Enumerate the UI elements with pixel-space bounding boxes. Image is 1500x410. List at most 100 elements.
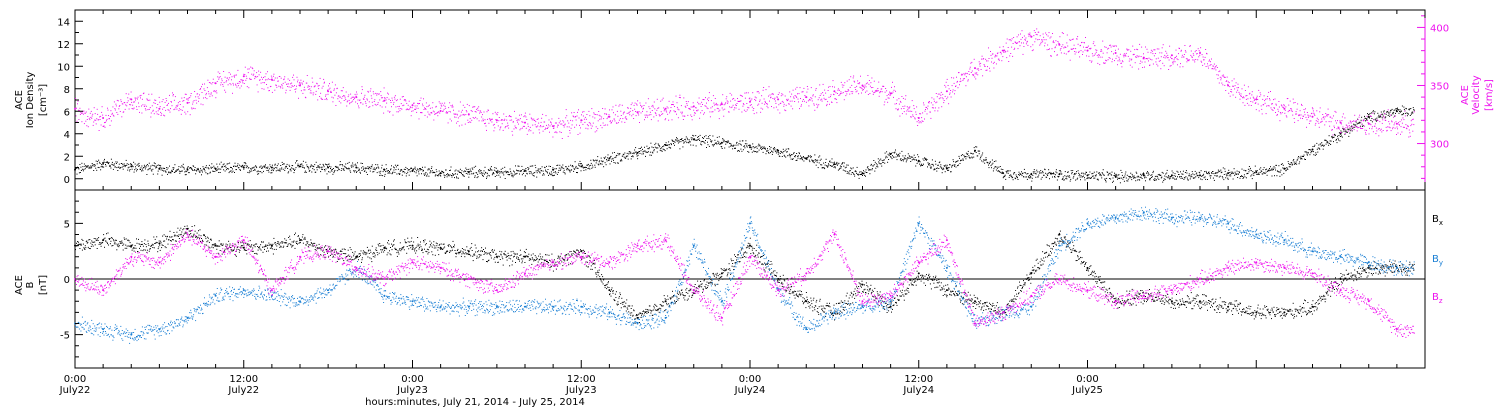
velocity-sample bbox=[106, 118, 108, 120]
velocity-sample bbox=[1133, 53, 1135, 55]
density-sample bbox=[446, 174, 448, 176]
velocity-sample bbox=[440, 107, 442, 109]
density-sample bbox=[494, 176, 496, 177]
density-sample bbox=[533, 172, 535, 174]
density-sample bbox=[211, 166, 213, 168]
density-sample bbox=[131, 164, 133, 166]
velocity-sample bbox=[1031, 50, 1033, 52]
density-sample bbox=[457, 177, 459, 179]
density-sample bbox=[1117, 177, 1119, 179]
velocity-sample bbox=[96, 118, 98, 120]
velocity-sample bbox=[204, 90, 206, 91]
velocity-sample bbox=[523, 125, 525, 127]
velocity-sample bbox=[236, 86, 238, 88]
velocity-sample bbox=[306, 82, 308, 84]
density-sample bbox=[357, 162, 358, 164]
velocity-sample bbox=[774, 97, 776, 99]
velocity-sample bbox=[211, 83, 213, 85]
density-sample bbox=[171, 169, 173, 171]
density-sample bbox=[158, 168, 160, 170]
density-sample bbox=[220, 161, 222, 163]
velocity-sample bbox=[920, 113, 922, 115]
density-sample bbox=[709, 139, 711, 141]
velocity-sample bbox=[785, 104, 787, 106]
density-sample bbox=[953, 164, 955, 166]
velocity-sample bbox=[135, 97, 137, 99]
velocity-sample bbox=[350, 93, 352, 95]
density-sample bbox=[587, 163, 589, 165]
velocity-point bbox=[495, 119, 498, 122]
velocity-sample bbox=[163, 114, 165, 116]
velocity-sample bbox=[894, 86, 895, 88]
velocity-sample bbox=[860, 75, 861, 77]
density-sample bbox=[998, 170, 1000, 172]
velocity-sample bbox=[208, 82, 210, 83]
velocity-sample bbox=[702, 99, 704, 100]
density-sample bbox=[930, 166, 932, 168]
velocity-sample bbox=[559, 120, 561, 122]
velocity-sample bbox=[725, 102, 727, 104]
velocity-sample bbox=[1063, 52, 1065, 54]
density-sample bbox=[688, 142, 690, 144]
density-sample bbox=[1230, 171, 1232, 173]
velocity-sample bbox=[1097, 56, 1099, 58]
density-sample bbox=[1341, 136, 1343, 138]
density-sample bbox=[149, 167, 151, 169]
velocity-sample bbox=[745, 110, 747, 112]
density-point bbox=[636, 151, 639, 154]
density-sample bbox=[1158, 173, 1160, 175]
density-sample bbox=[810, 157, 812, 159]
density-sample bbox=[884, 152, 886, 154]
density-sample bbox=[946, 164, 948, 166]
density-sample bbox=[238, 167, 240, 169]
velocity-sample bbox=[117, 100, 119, 102]
density-sample bbox=[1211, 172, 1212, 174]
velocity-sample bbox=[791, 93, 793, 95]
velocity-sample bbox=[407, 108, 409, 110]
density-sample bbox=[889, 154, 891, 156]
density-point bbox=[1086, 174, 1089, 177]
density-sample bbox=[1261, 171, 1263, 173]
velocity-sample bbox=[352, 96, 354, 98]
velocity-sample bbox=[905, 95, 907, 97]
velocity-sample bbox=[976, 68, 978, 70]
velocity-sample bbox=[993, 67, 995, 69]
density-sample bbox=[836, 164, 838, 166]
velocity-sample bbox=[366, 99, 368, 101]
velocity-sample bbox=[682, 119, 684, 120]
velocity-sample bbox=[771, 93, 773, 95]
density-sample bbox=[628, 153, 630, 155]
density-sample bbox=[161, 174, 163, 176]
velocity-sample bbox=[633, 118, 635, 119]
velocity-sample bbox=[844, 90, 846, 92]
velocity-sample bbox=[179, 101, 181, 102]
density-sample bbox=[1344, 133, 1346, 135]
density-sample bbox=[1247, 168, 1249, 170]
density-sample bbox=[482, 175, 483, 177]
velocity-sample bbox=[1084, 49, 1086, 51]
velocity-sample bbox=[864, 84, 866, 86]
density-sample bbox=[663, 149, 665, 151]
velocity-sample bbox=[311, 92, 313, 94]
velocity-sample bbox=[175, 105, 177, 107]
velocity-sample bbox=[906, 106, 908, 108]
density-sample bbox=[419, 168, 420, 170]
density-sample bbox=[548, 174, 549, 176]
density-sample bbox=[380, 174, 382, 176]
velocity-sample bbox=[768, 95, 769, 97]
density-sample bbox=[89, 167, 91, 169]
velocity-sample bbox=[745, 92, 747, 94]
velocity-sample bbox=[762, 108, 764, 110]
velocity-sample bbox=[111, 113, 113, 115]
density-sample bbox=[1317, 147, 1319, 149]
density-sample bbox=[653, 150, 655, 152]
density-sample bbox=[180, 166, 182, 168]
velocity-sample bbox=[286, 83, 288, 85]
velocity-sample bbox=[530, 117, 532, 119]
density-sample bbox=[650, 142, 652, 144]
velocity-sample bbox=[556, 132, 558, 134]
velocity-sample bbox=[995, 63, 997, 65]
density-sample bbox=[1309, 154, 1311, 156]
density-sample bbox=[582, 167, 584, 169]
density-sample bbox=[477, 176, 479, 178]
